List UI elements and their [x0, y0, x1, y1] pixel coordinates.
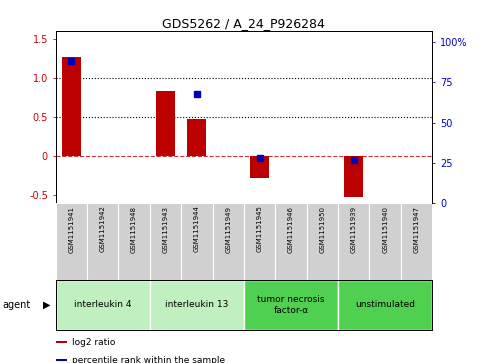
Text: GSM1151941: GSM1151941: [68, 205, 74, 253]
Text: unstimulated: unstimulated: [355, 301, 415, 309]
Text: GSM1151945: GSM1151945: [256, 205, 263, 252]
Bar: [56, 359, 67, 361]
Bar: [250, 156, 269, 178]
Text: ▶: ▶: [43, 300, 50, 310]
Bar: [56, 280, 150, 330]
Text: agent: agent: [2, 300, 30, 310]
Text: GSM1151949: GSM1151949: [225, 205, 231, 253]
Bar: [150, 203, 181, 280]
Bar: [87, 203, 118, 280]
Bar: [369, 203, 401, 280]
Text: GSM1151940: GSM1151940: [382, 205, 388, 253]
Bar: [338, 203, 369, 280]
Text: GSM1151948: GSM1151948: [131, 205, 137, 253]
Text: interleukin 13: interleukin 13: [165, 301, 228, 309]
Text: GSM1151942: GSM1151942: [99, 205, 106, 252]
Text: GSM1151950: GSM1151950: [319, 205, 326, 253]
Bar: [156, 91, 175, 156]
Title: GDS5262 / A_24_P926284: GDS5262 / A_24_P926284: [162, 17, 326, 30]
Text: GSM1151943: GSM1151943: [162, 205, 169, 253]
Bar: [150, 280, 244, 330]
Bar: [56, 341, 67, 343]
Bar: [244, 203, 275, 280]
Bar: [181, 203, 213, 280]
Text: GSM1151947: GSM1151947: [413, 205, 420, 253]
Bar: [338, 280, 432, 330]
Bar: [56, 203, 87, 280]
Bar: [62, 57, 81, 156]
Text: tumor necrosis
factor-α: tumor necrosis factor-α: [257, 295, 325, 315]
Bar: [401, 203, 432, 280]
Bar: [213, 203, 244, 280]
Text: GSM1151946: GSM1151946: [288, 205, 294, 253]
Text: log2 ratio: log2 ratio: [72, 338, 116, 347]
Text: percentile rank within the sample: percentile rank within the sample: [72, 356, 226, 363]
Bar: [307, 203, 338, 280]
Bar: [275, 203, 307, 280]
Text: interleukin 4: interleukin 4: [74, 301, 131, 309]
Bar: [118, 203, 150, 280]
Text: GSM1151939: GSM1151939: [351, 205, 357, 253]
Bar: [187, 119, 206, 156]
Bar: [344, 156, 363, 197]
Bar: [244, 280, 338, 330]
Text: GSM1151944: GSM1151944: [194, 205, 200, 252]
